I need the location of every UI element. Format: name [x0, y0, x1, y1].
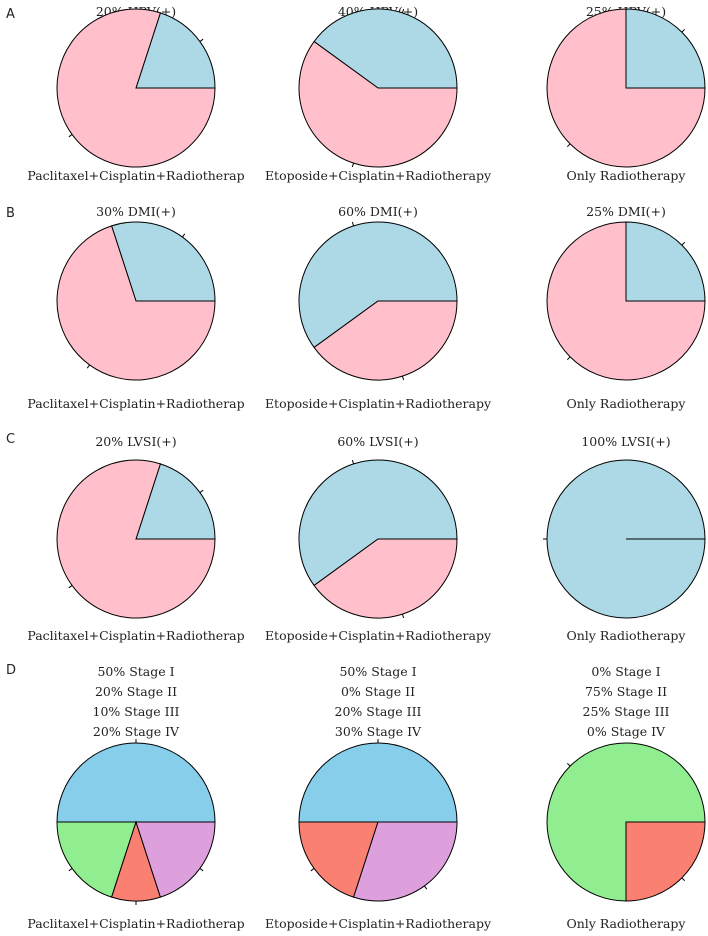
pie-C-3: 100% LVSI(+) Only Radiotherapy — [543, 434, 706, 643]
pie-slice-hpv — [135, 12, 216, 89]
pie-title: 75% Stage II — [585, 684, 667, 699]
pie-slice-stage-i — [298, 742, 458, 823]
pie-B-1: 30% DMI(+) Paclitaxel+Cisplatin+Radiother… — [27, 204, 244, 411]
slice-tick — [681, 28, 686, 33]
pie-title: 0% Stage I — [591, 664, 660, 679]
pie-title: 50% Stage I — [339, 664, 416, 679]
slice-tick — [68, 868, 73, 872]
pie-slice-lvsi — [298, 459, 458, 587]
pie-title: 50% Stage I — [97, 664, 174, 679]
slice-tick — [351, 221, 355, 227]
pie-B-3: 25% DMI(+) Only Radiotherapy — [546, 204, 706, 411]
pie-title: 10% Stage III — [93, 704, 180, 719]
pie-A-2: 40% HPV(+)Etoposide+Cisplatin+Radiothera… — [265, 4, 492, 183]
pie-A-3: 25% HPV(+)Only Radiotherapy — [546, 4, 706, 183]
pie-group-label: Paclitaxel+Cisplatin+Radiotherap — [27, 916, 244, 931]
slice-tick — [199, 38, 204, 42]
slice-tick — [424, 885, 428, 890]
pie-group-label: Only Radiotherapy — [567, 396, 687, 411]
pie-title: 0% Stage II — [341, 684, 415, 699]
pie-group-label: Etoposide+Cisplatin+Radiotherapy — [265, 396, 492, 411]
pie-slice-dmi — [546, 221, 706, 381]
pie-title: 30% DMI(+) — [96, 204, 176, 219]
slice-tick — [401, 613, 405, 619]
slice-tick — [86, 364, 90, 369]
pie-slice-hpv — [625, 8, 706, 89]
pie-D-1: 50% Stage I 20% Stage II 10% Stage III 20% … — [27, 664, 244, 931]
slice-tick — [566, 762, 571, 767]
slice-tick — [566, 356, 571, 361]
pie-slice-stage-iii — [625, 821, 706, 902]
slice-tick — [681, 241, 686, 246]
pie-slice-hpv — [546, 8, 706, 168]
pie-group-label: Paclitaxel+Cisplatin+Radiotherap — [27, 168, 244, 183]
pie-slice-dmi — [625, 221, 706, 302]
panel-letter-D: D — [6, 663, 16, 678]
pie-title: 20% Stage IV — [93, 724, 180, 739]
slice-tick — [351, 459, 355, 465]
pie-group-label: Etoposide+Cisplatin+Radiotherapy — [265, 916, 492, 931]
pie-title: 30% Stage IV — [335, 724, 422, 739]
pie-title: 20% Stage III — [335, 704, 422, 719]
pie-slice-stage-iv — [352, 821, 458, 902]
pie-C-2: 60% LVSI(+) Etoposide+Cisplatin+Radiother… — [265, 434, 492, 643]
pie-title: 60% DMI(+) — [338, 204, 418, 219]
slice-tick — [199, 868, 204, 872]
slice-tick — [401, 8, 405, 14]
pie-B-2: 60% DMI(+) Etoposide+Cisplatin+Radiothera… — [265, 204, 492, 411]
pie-slice-dmi — [298, 221, 458, 349]
slice-tick — [401, 375, 405, 381]
pie-title: 25% DMI(+) — [586, 204, 666, 219]
pie-group-label: Only Radiotherapy — [567, 628, 687, 643]
pie-slice-hpv — [313, 8, 458, 89]
slice-tick — [182, 233, 186, 238]
slice-tick — [566, 143, 571, 148]
pie-title: 100% LVSI(+) — [581, 434, 670, 449]
slice-tick — [199, 489, 204, 493]
pie-C-1: 20% LVSI(+) Paclitaxel+Cisplatin+Radiothe… — [27, 434, 244, 643]
pie-title: 60% LVSI(+) — [337, 434, 418, 449]
pie-slice-dmi — [313, 300, 458, 381]
pie-slice-stage-iii — [298, 821, 379, 898]
pie-title: 20% LVSI(+) — [95, 434, 176, 449]
slice-tick — [68, 134, 73, 138]
pie-group-label: Etoposide+Cisplatin+Radiotherapy — [265, 628, 492, 643]
pie-D-3: 0% Stage I 75% Stage II 25% Stage III 0% St… — [546, 664, 706, 931]
pie-D-2: 50% Stage I 0% Stage II 20% Stage III 30% S… — [265, 664, 492, 931]
pie-slice-hpv — [298, 40, 458, 168]
pie-slice-stage-iv — [135, 821, 216, 898]
pie-title: 20% Stage II — [95, 684, 177, 699]
pie-slice-stage-i — [56, 742, 216, 823]
pie-slice-lvsi — [135, 463, 216, 540]
pie-A-1: 20% HPV(+)Paclitaxel+Cisplatin+Radiother… — [27, 4, 244, 183]
slice-tick — [351, 162, 355, 168]
slice-tick — [310, 868, 315, 872]
pie-group-label: Paclitaxel+Cisplatin+Radiotherap — [27, 396, 244, 411]
panel-letter-B: B — [6, 206, 15, 221]
panel-letter-A: A — [6, 7, 15, 22]
pie-title: 25% Stage III — [583, 704, 670, 719]
slice-tick — [68, 585, 73, 589]
slice-tick — [681, 877, 686, 882]
pie-slice-dmi — [56, 225, 216, 381]
pie-group-label: Paclitaxel+Cisplatin+Radiotherap — [27, 628, 244, 643]
pie-group-label: Etoposide+Cisplatin+Radiotherapy — [265, 168, 492, 183]
pie-title: 0% Stage IV — [587, 724, 666, 739]
pie-group-label: Only Radiotherapy — [567, 916, 687, 931]
pie-slice-stage-ii — [56, 821, 137, 898]
pie-group-label: Only Radiotherapy — [567, 168, 687, 183]
panel-letter-C: C — [6, 432, 15, 447]
pie-slice-dmi — [110, 221, 216, 302]
pie-slice-lvsi — [313, 538, 458, 619]
